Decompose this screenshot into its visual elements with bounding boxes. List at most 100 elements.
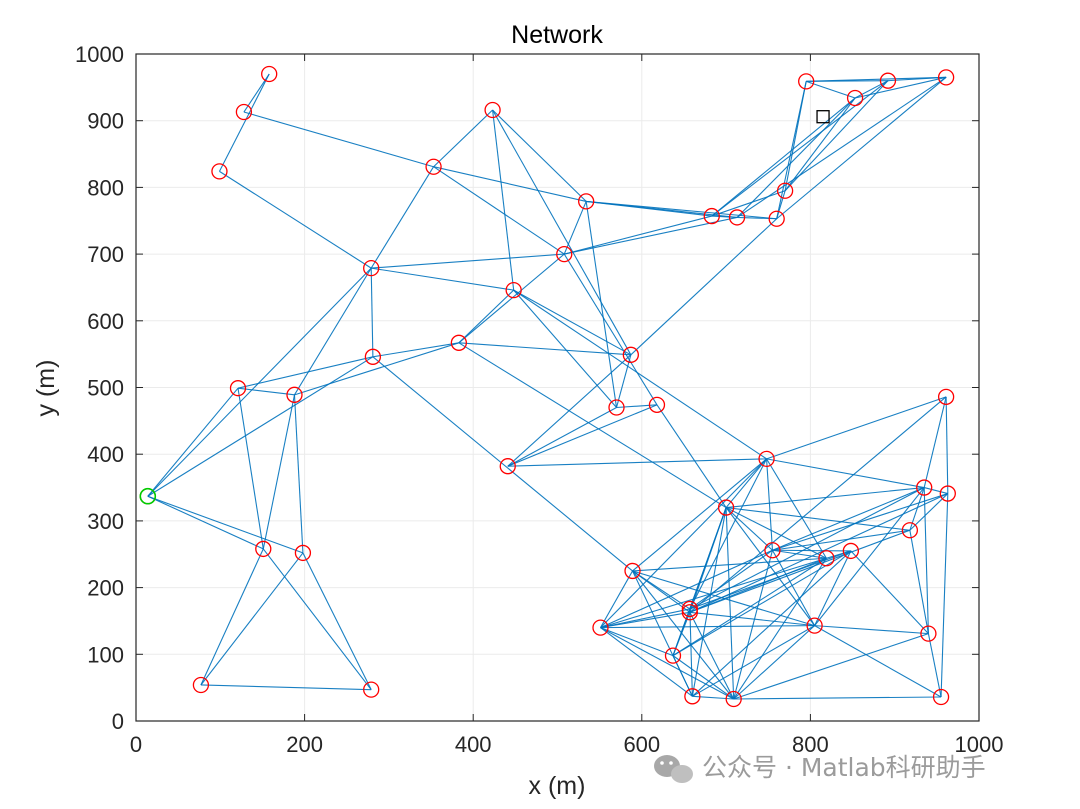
network-edge xyxy=(733,696,942,700)
network-edge xyxy=(909,493,949,531)
network-edge xyxy=(600,570,634,628)
network-edge xyxy=(492,109,632,356)
network-edge xyxy=(370,166,435,269)
network-edge xyxy=(147,267,372,497)
network-edge xyxy=(736,97,856,218)
network-edge xyxy=(945,396,949,494)
y-tick-label: 700 xyxy=(87,242,124,267)
network-edge xyxy=(147,387,239,497)
y-tick-label: 900 xyxy=(87,109,124,134)
network-edge xyxy=(507,407,617,467)
network-edge xyxy=(600,625,815,629)
sensor-node xyxy=(758,450,775,468)
network-edge xyxy=(726,507,910,531)
network-edge xyxy=(737,216,777,220)
sensor-node xyxy=(798,73,815,90)
network-edge xyxy=(672,557,827,657)
network-edge xyxy=(294,267,372,396)
network-edge xyxy=(733,550,773,700)
sensor-node xyxy=(717,499,735,516)
network-edge xyxy=(733,625,815,700)
network-edge xyxy=(600,627,693,697)
network-edge xyxy=(600,627,674,657)
sensor-node xyxy=(592,619,609,636)
network-edge xyxy=(726,487,925,509)
sensor-node xyxy=(879,72,897,89)
network-edge xyxy=(632,570,815,627)
sensor-node xyxy=(484,101,501,119)
network-edge xyxy=(776,76,947,220)
network-edge xyxy=(924,487,948,495)
network-edge xyxy=(772,487,925,551)
network-edge xyxy=(772,549,827,559)
network-edge xyxy=(564,215,712,255)
network-edge xyxy=(672,655,735,700)
sensor-node xyxy=(684,688,701,705)
sensor-node xyxy=(192,676,210,694)
network-edge xyxy=(237,387,295,396)
network-edge xyxy=(766,396,947,460)
network-edge xyxy=(458,253,565,344)
y-tick-label: 400 xyxy=(87,442,124,467)
network-edge xyxy=(370,268,374,357)
sensor-node xyxy=(286,386,303,403)
sensor-node xyxy=(932,688,950,706)
network-edge xyxy=(585,201,618,408)
network-edge xyxy=(887,76,947,82)
network-edge xyxy=(513,289,617,408)
sensor-node xyxy=(505,281,522,299)
network-edge xyxy=(492,109,587,202)
x-tick-label: 0 xyxy=(130,732,142,757)
sensor-node xyxy=(261,65,278,83)
sensor-node xyxy=(608,399,625,416)
network-edge xyxy=(766,458,925,489)
sensor-node xyxy=(842,542,860,560)
network-edge xyxy=(507,404,658,467)
sensor-node xyxy=(725,690,742,708)
special-markers xyxy=(139,110,830,505)
network-edge xyxy=(564,216,738,255)
y-tick-label: 0 xyxy=(112,709,124,734)
network-edge xyxy=(294,342,460,396)
network-edge xyxy=(262,394,296,550)
network-edge xyxy=(507,458,767,467)
sensor-node xyxy=(728,209,746,226)
sensor-node xyxy=(229,380,247,397)
sensor-node xyxy=(363,259,380,277)
network-edge xyxy=(600,611,690,629)
network-edge xyxy=(632,570,735,700)
network-edge xyxy=(711,190,786,217)
x-tick-label: 800 xyxy=(792,732,829,757)
network-edge xyxy=(940,493,949,698)
x-tick-label: 400 xyxy=(455,732,492,757)
sensor-node xyxy=(846,89,864,107)
sensor-node xyxy=(364,348,382,365)
sensor-node xyxy=(920,625,937,642)
network-edge xyxy=(689,458,768,610)
network-edge xyxy=(615,354,632,408)
network-edge xyxy=(806,80,856,99)
edges xyxy=(147,73,949,700)
sensor-node xyxy=(450,334,468,351)
network-edge xyxy=(632,570,691,613)
network-edge xyxy=(600,627,734,700)
network-edge xyxy=(806,76,947,82)
watermark: 公众号 · Matlab科研助手 xyxy=(654,753,986,783)
network-edge xyxy=(458,342,727,509)
sensor-node xyxy=(806,617,823,634)
wechat-icon xyxy=(654,755,693,783)
network-edge xyxy=(371,267,514,291)
sensor-node xyxy=(818,550,835,567)
network-edge xyxy=(923,396,947,488)
y-tick-label: 200 xyxy=(87,576,124,601)
sensor-node xyxy=(499,458,516,475)
sensor-node xyxy=(255,540,272,558)
network-edge xyxy=(147,495,304,554)
watermark-text: 公众号 · Matlab科研助手 xyxy=(702,753,986,782)
network-edge xyxy=(293,394,304,553)
network-edge xyxy=(711,80,889,217)
network-edge xyxy=(689,611,815,627)
network-edge xyxy=(219,170,372,269)
network-edge xyxy=(814,625,929,635)
